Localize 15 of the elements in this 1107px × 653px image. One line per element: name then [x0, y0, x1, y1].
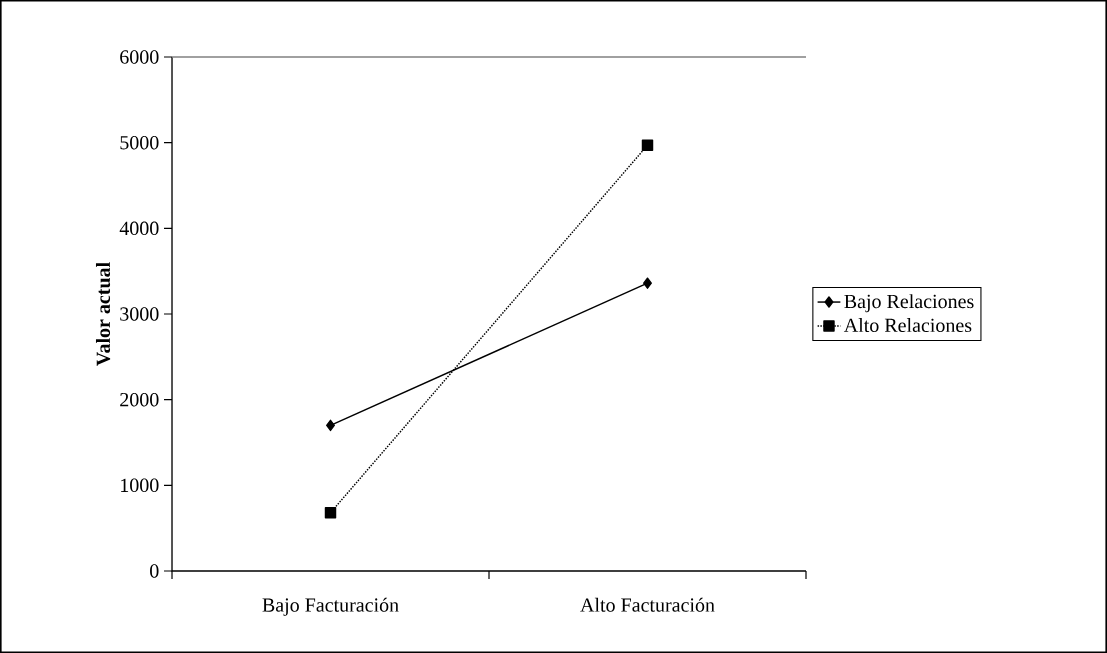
- x-tick-label: Alto Facturación: [580, 597, 715, 612]
- y-axis-title: Valor actual: [95, 262, 111, 366]
- legend-label: Bajo Relaciones: [844, 294, 974, 313]
- point: [641, 139, 654, 151]
- x-tick-label: Bajo Facturación: [262, 597, 399, 616]
- y-tick-label: 6000: [120, 50, 159, 64]
- y-tick-label: 3000: [120, 307, 159, 321]
- legend-label: Alto Relaciones: [843, 318, 972, 333]
- y-tick-label: 5000: [120, 135, 159, 150]
- y-tick-label: 4000: [119, 221, 159, 236]
- point: [324, 506, 337, 519]
- y-tick-label: 0: [150, 564, 159, 578]
- y-tick-label: 2000: [120, 392, 159, 407]
- point: [643, 277, 652, 289]
- y-tick-label: 1000: [121, 478, 159, 493]
